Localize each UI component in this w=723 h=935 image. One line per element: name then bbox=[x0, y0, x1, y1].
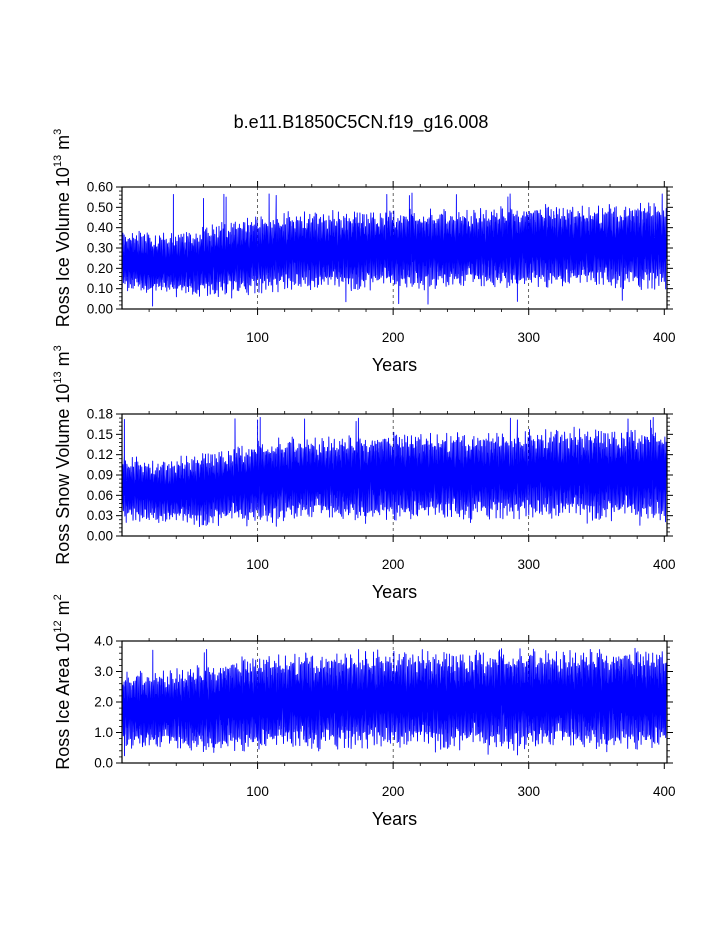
y-tick-label: 0.00 bbox=[87, 529, 113, 544]
series-line bbox=[122, 416, 667, 528]
x-tick-label: 300 bbox=[517, 557, 540, 572]
x-tick-label: 400 bbox=[653, 784, 676, 799]
y-axis-label: Ross Ice Area 1012 m2 bbox=[52, 594, 73, 769]
y-tick-label: 0.15 bbox=[87, 427, 113, 442]
y-axis-label: Ross Snow Volume 1013 m3 bbox=[52, 345, 73, 564]
panel-1: 0.00 0.10 0.20 0.30 0.40 0.50 0.60 100 200 300 400… bbox=[52, 129, 676, 375]
y-axis-label: Ross Ice Volume 1013 m3 bbox=[52, 129, 73, 327]
y-tick-label: 4.0 bbox=[94, 634, 113, 649]
x-tick-label: 200 bbox=[382, 557, 405, 572]
y-tick-label: 0.50 bbox=[87, 200, 113, 215]
x-axis-label: Years bbox=[372, 809, 417, 829]
y-tick-label: 2.0 bbox=[94, 695, 113, 710]
x-tick-label: 400 bbox=[653, 557, 676, 572]
x-tick-label: 100 bbox=[246, 330, 269, 345]
y-tick-label: 0.06 bbox=[87, 488, 113, 503]
x-axis-label: Years bbox=[372, 355, 417, 375]
y-tick-label: 0.60 bbox=[87, 180, 113, 195]
x-tick-label: 200 bbox=[382, 784, 405, 799]
y-tick-label: 0.09 bbox=[87, 468, 113, 483]
y-tick-label: 0.0 bbox=[94, 756, 113, 771]
y-tick-label: 0.18 bbox=[87, 407, 113, 422]
x-axis-label: Years bbox=[372, 582, 417, 602]
y-tick-label: 0.40 bbox=[87, 220, 113, 235]
x-tick-label: 300 bbox=[517, 330, 540, 345]
x-tick-label: 200 bbox=[382, 330, 405, 345]
panel-2: 0.00 0.03 0.06 0.09 0.12 0.15 0.18 100 200 300 400… bbox=[52, 345, 676, 602]
y-tick-label: 0.10 bbox=[87, 281, 113, 296]
panel-3: 0.0 1.0 2.0 3.0 4.0 100 200 300 400 Years Ross Ice… bbox=[52, 594, 676, 829]
series-line bbox=[122, 647, 667, 757]
y-tick-label: 0.12 bbox=[87, 447, 113, 462]
y-tick-label: 3.0 bbox=[94, 664, 113, 679]
figure-title: b.e11.B1850C5CN.f19_g16.008 bbox=[234, 112, 489, 133]
x-tick-label: 100 bbox=[246, 557, 269, 572]
y-tick-label: 0.03 bbox=[87, 508, 113, 523]
x-tick-label: 400 bbox=[653, 330, 676, 345]
x-tick-label: 300 bbox=[517, 784, 540, 799]
y-tick-label: 0.30 bbox=[87, 241, 113, 256]
y-tick-label: 0.20 bbox=[87, 261, 113, 276]
x-tick-label: 100 bbox=[246, 784, 269, 799]
series-line bbox=[122, 192, 667, 307]
y-tick-label: 1.0 bbox=[94, 725, 113, 740]
y-tick-label: 0.00 bbox=[87, 302, 113, 317]
panels: 0.00 0.10 0.20 0.30 0.40 0.50 0.60 100 200 300 400… bbox=[52, 129, 676, 829]
